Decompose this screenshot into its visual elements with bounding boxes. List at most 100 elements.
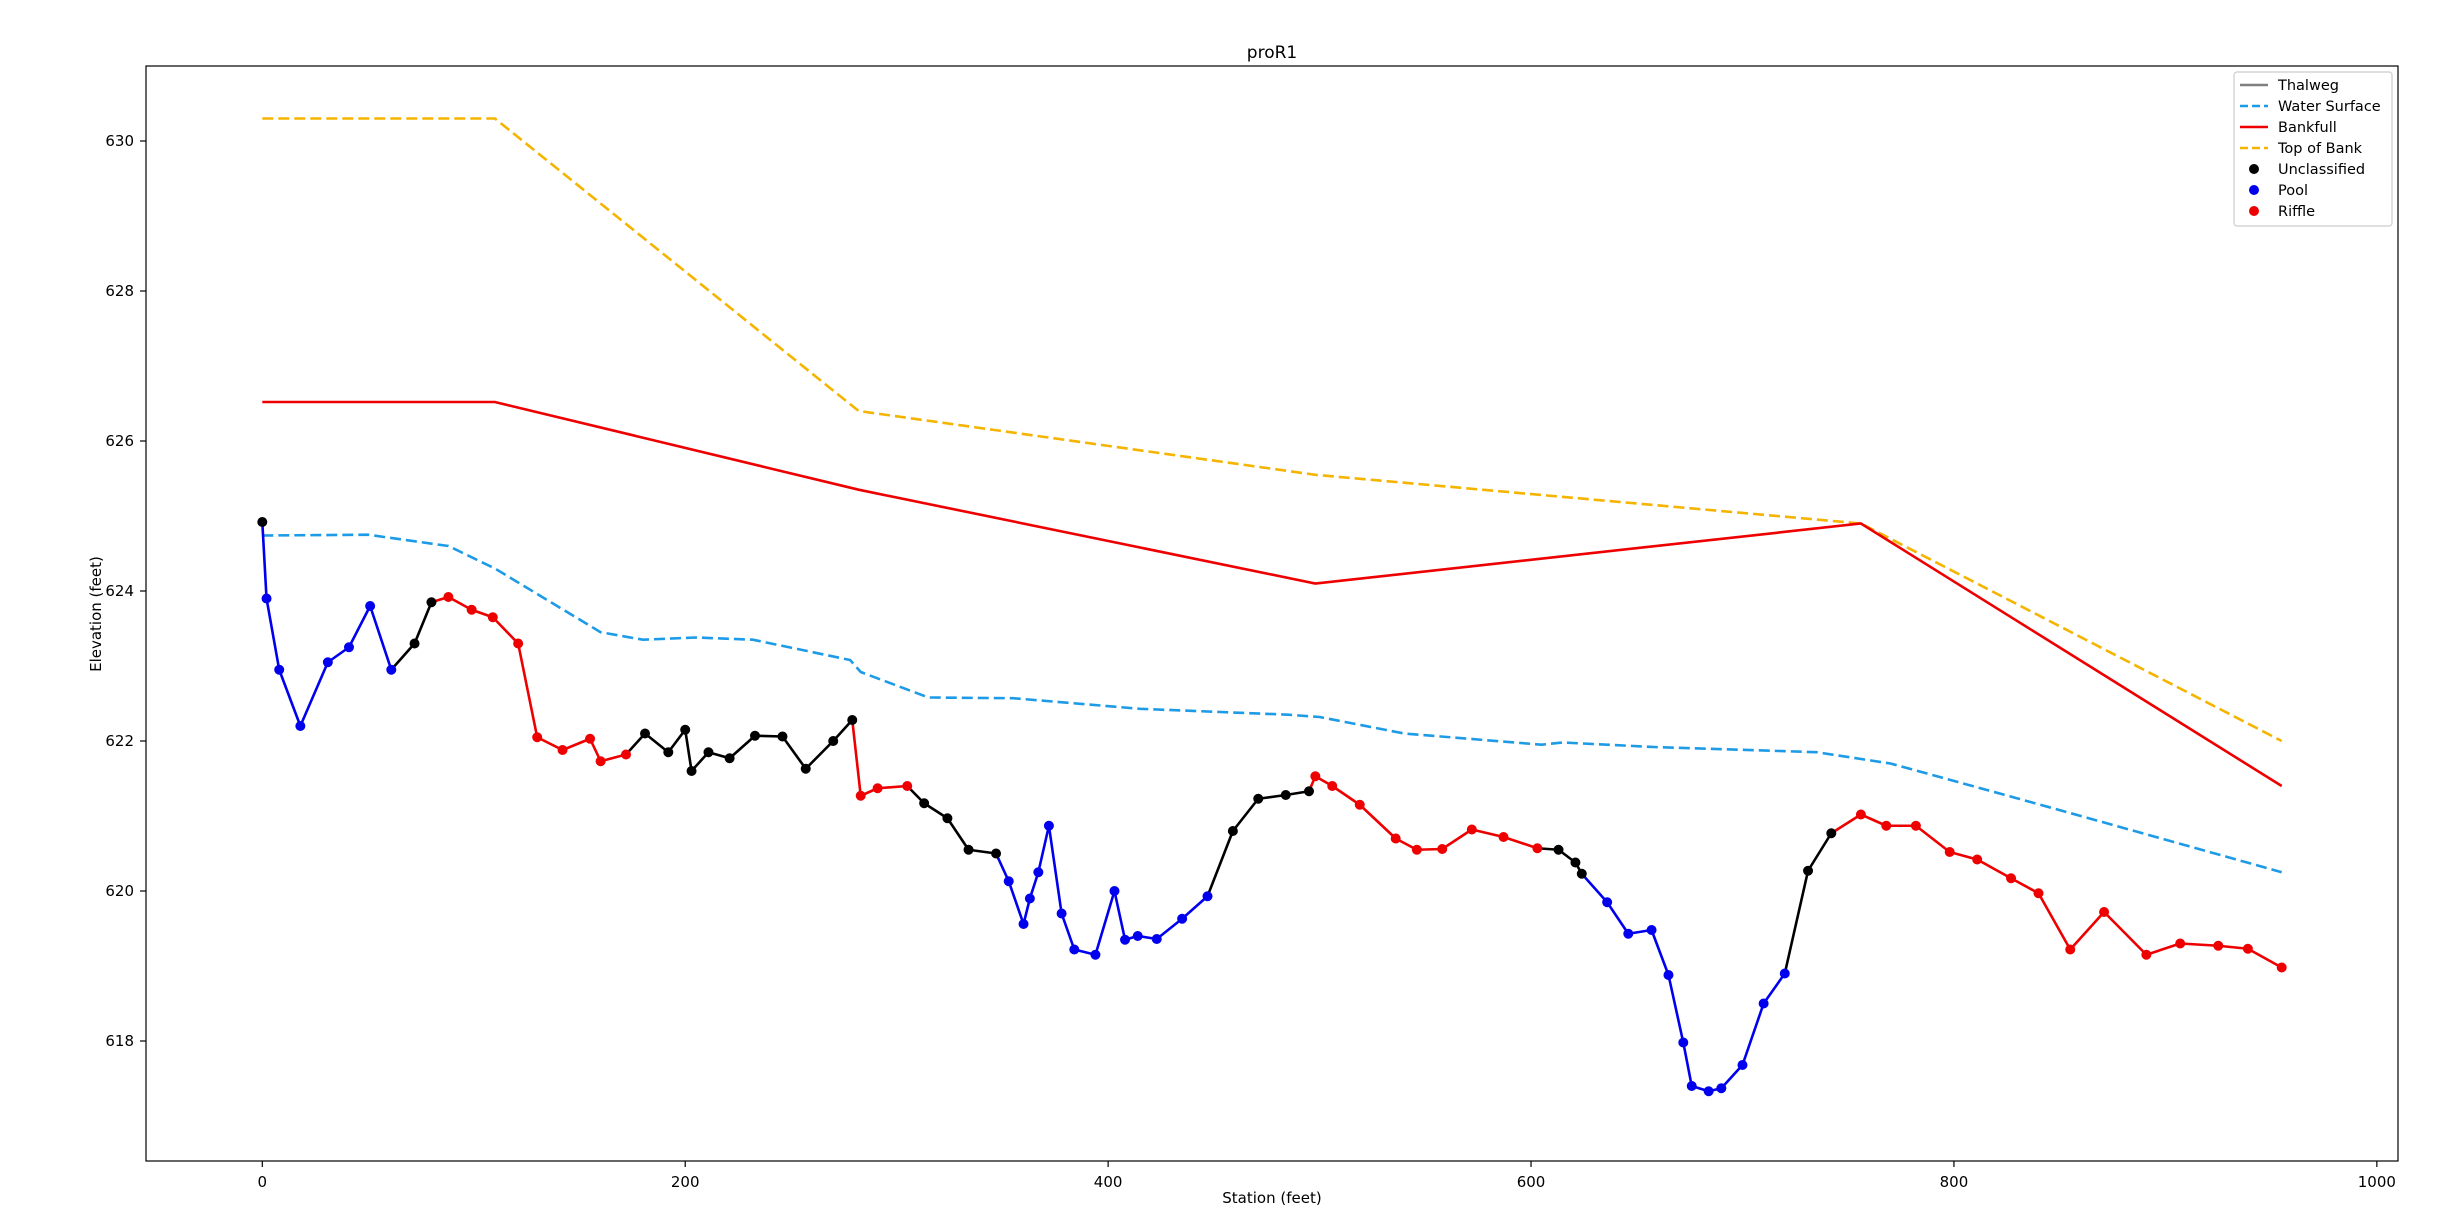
- plot-points: [257, 517, 2287, 1097]
- pool-point: [274, 664, 285, 675]
- thalweg-segment: [1914, 824, 1952, 854]
- thalweg-segment: [1155, 917, 1184, 941]
- pool-point: [295, 721, 306, 731]
- thalweg-segment: [2068, 910, 2106, 951]
- legend-label-unclassified: Unclassified: [2278, 162, 2365, 178]
- riffle-point: [2006, 873, 2017, 884]
- unclassified-point: [1227, 826, 1238, 836]
- legend-label-thalweg: Thalweg: [2277, 78, 2339, 94]
- thalweg-segment: [2246, 947, 2283, 969]
- thalweg-segment: [1783, 869, 1810, 975]
- x-tick-label: 400: [1094, 1173, 1123, 1191]
- legend-box: [2233, 71, 2393, 227]
- water-surface-line: [262, 533, 2283, 874]
- thalweg-segment: [2178, 942, 2220, 948]
- riffle-point: [855, 790, 866, 801]
- thalweg-segment: [781, 735, 808, 771]
- thalweg-segment: [1667, 973, 1685, 1044]
- y-tick-label: 626: [105, 432, 134, 450]
- thalweg-segment: [683, 728, 693, 773]
- thalweg-segment: [1358, 803, 1398, 840]
- pool-point: [1623, 928, 1634, 939]
- riffle-point: [2065, 944, 2076, 955]
- x-axis-ticks: 0 200 400 600 800 1000: [258, 1161, 2396, 1191]
- legend: Thalweg Water Surface Bankfull Top of Bank U…: [2233, 71, 2393, 227]
- thalweg-segment: [1650, 928, 1670, 977]
- unclassified-point: [919, 798, 930, 809]
- legend-label-bankfull: Bankfull: [2278, 120, 2337, 136]
- unclassified-point: [777, 731, 788, 742]
- riffle-point: [513, 638, 524, 649]
- legend-label-riffle: Riffle: [2278, 204, 2315, 220]
- unclassified-point: [663, 747, 674, 758]
- legend-label-pool: Pool: [2278, 183, 2308, 199]
- pool-point: [1758, 998, 1769, 1009]
- thalweg-segment: [1806, 831, 1833, 873]
- thalweg-segment: [1037, 824, 1051, 874]
- thalweg-segment: [265, 597, 281, 672]
- pool-point: [1043, 820, 1054, 831]
- riffle-point: [2276, 962, 2287, 973]
- thalweg-segment: [1605, 900, 1630, 936]
- riffle-point: [1390, 833, 1401, 844]
- unclassified-point: [847, 715, 858, 725]
- thalweg-segment: [1829, 813, 1863, 835]
- riffle-point: [621, 749, 632, 760]
- unclassified-point: [1280, 790, 1291, 800]
- legend-swatch-riffle: [2249, 206, 2259, 216]
- pool-point: [1024, 893, 1035, 904]
- unclassified-point: [257, 517, 268, 527]
- x-tick-label: 1000: [2358, 1173, 2396, 1191]
- unclassified-point: [1553, 844, 1564, 855]
- thalweg-segment: [1681, 1041, 1694, 1088]
- thalweg-segment: [299, 660, 330, 728]
- riffle-point: [585, 733, 596, 744]
- top-of-bank-line: [262, 117, 2283, 743]
- y-tick-label: 624: [105, 582, 134, 600]
- pool-point: [1151, 934, 1162, 944]
- pool-point: [1703, 1086, 1714, 1097]
- thalweg-segment: [1007, 879, 1025, 926]
- riffle-point: [1437, 844, 1448, 854]
- pool-point: [386, 664, 397, 675]
- riffle-point: [557, 745, 568, 755]
- riffle-point: [1310, 771, 1321, 782]
- thalweg-segment: [1060, 912, 1076, 951]
- thalweg-segment: [946, 816, 970, 852]
- riffle-point: [872, 783, 883, 794]
- riffle-point: [1881, 820, 1892, 831]
- thalweg-segment: [804, 739, 835, 771]
- thalweg-segment: [850, 718, 863, 798]
- legend-swatch-unclassified: [2249, 164, 2259, 174]
- x-tick-label: 800: [1940, 1173, 1969, 1191]
- pool-point: [1090, 949, 1101, 960]
- unclassified-point: [640, 728, 651, 739]
- thalweg-segment: [1330, 784, 1362, 807]
- riffle-point: [532, 732, 543, 743]
- y-tick-label: 618: [105, 1032, 134, 1050]
- pool-point: [1033, 867, 1044, 878]
- y-tick-label: 630: [105, 132, 134, 150]
- thalweg-segment: [1440, 828, 1474, 851]
- thalweg-segment: [1580, 872, 1609, 904]
- riffle-point: [1498, 832, 1509, 842]
- x-axis-label: Station (feet): [1222, 1189, 1321, 1207]
- thalweg-segment: [1762, 972, 1787, 1005]
- unclassified-point: [1304, 786, 1315, 797]
- pool-point: [1003, 876, 1014, 887]
- thalweg-segment: [1720, 1063, 1744, 1090]
- riffle-point: [2033, 888, 2044, 899]
- unclassified-point: [680, 724, 691, 735]
- riffle-point: [1532, 843, 1543, 854]
- unclassified-point: [686, 766, 697, 776]
- legend-label-water-surface: Water Surface: [2278, 99, 2381, 115]
- riffle-point: [2175, 938, 2186, 949]
- pool-point: [261, 593, 272, 604]
- plot-frame: [145, 65, 2399, 1162]
- unclassified-point: [409, 638, 420, 649]
- riffle-point: [902, 781, 913, 791]
- thalweg-segment: [2037, 891, 2072, 951]
- thalweg-segment: [491, 615, 520, 645]
- pool-point: [1177, 913, 1188, 924]
